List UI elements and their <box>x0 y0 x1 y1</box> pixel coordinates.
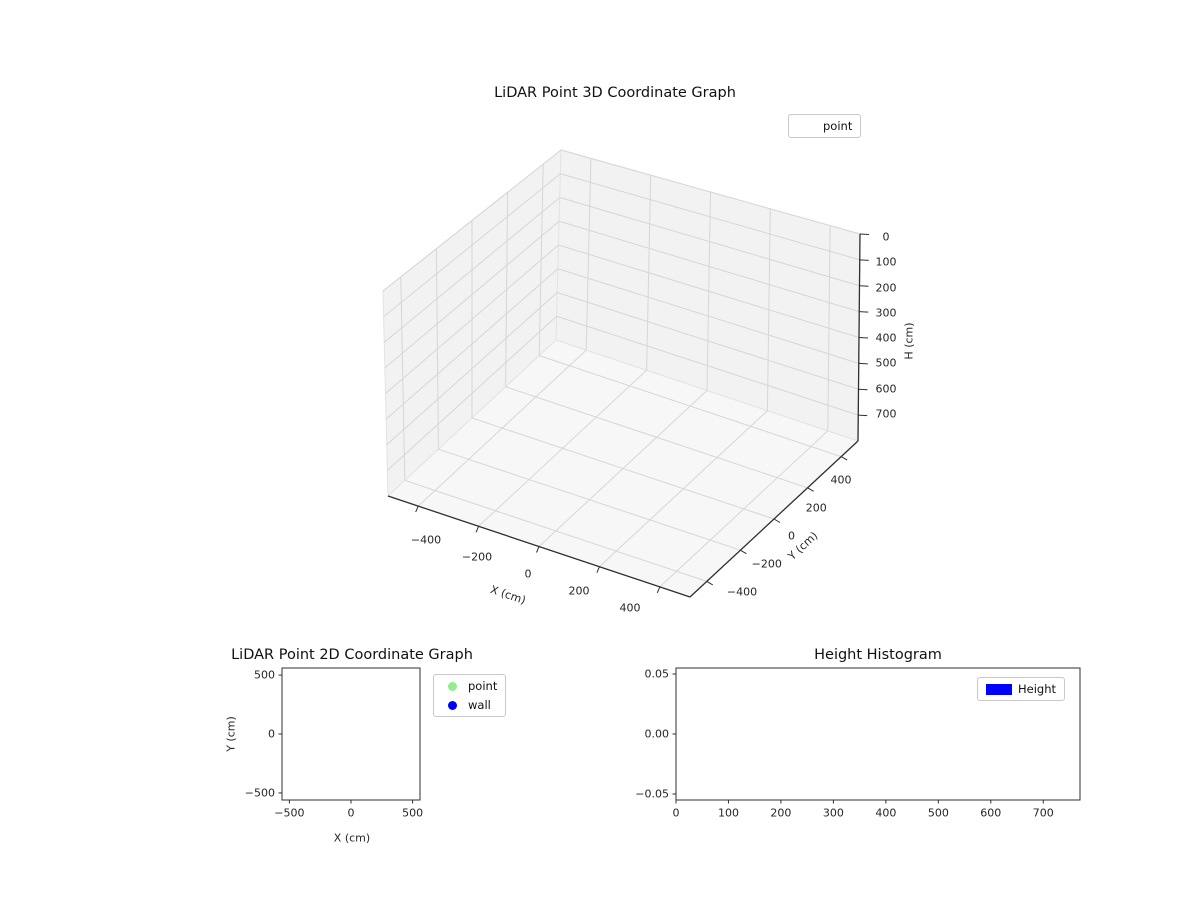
legend-label: Height <box>1018 682 1057 696</box>
plot2d-legend: point wall <box>433 674 507 717</box>
point-marker-icon <box>447 681 457 691</box>
legend-entry-wall: wall <box>442 698 497 712</box>
height-patch-icon <box>986 683 1012 695</box>
legend-entry-height: Height <box>986 682 1056 696</box>
legend-label: wall <box>468 698 491 712</box>
plot3d-zaxis-label: H (cm) <box>902 322 916 360</box>
point-marker-icon <box>802 121 812 131</box>
scatter-marker-handle <box>442 681 462 691</box>
plot2d-yaxis-label: Y (cm) <box>224 716 238 752</box>
legend-entry-point: point <box>442 679 497 693</box>
plot3d-legend: point <box>788 114 862 138</box>
scatter-marker-handle <box>797 121 817 131</box>
histogram-title: Height Histogram <box>814 647 942 663</box>
plot2d-title: LiDAR Point 2D Coordinate Graph <box>231 647 473 663</box>
plot3d-title: LiDAR Point 3D Coordinate Graph <box>494 85 736 101</box>
scatter-marker-handle <box>442 700 462 710</box>
legend-entry-point: point <box>797 119 852 133</box>
legend-label: point <box>468 679 498 693</box>
plot2d-xaxis-label: X (cm) <box>333 831 371 845</box>
legend-label: point <box>823 119 853 133</box>
histogram-legend: Height <box>977 677 1066 701</box>
wall-marker-icon <box>447 700 457 710</box>
